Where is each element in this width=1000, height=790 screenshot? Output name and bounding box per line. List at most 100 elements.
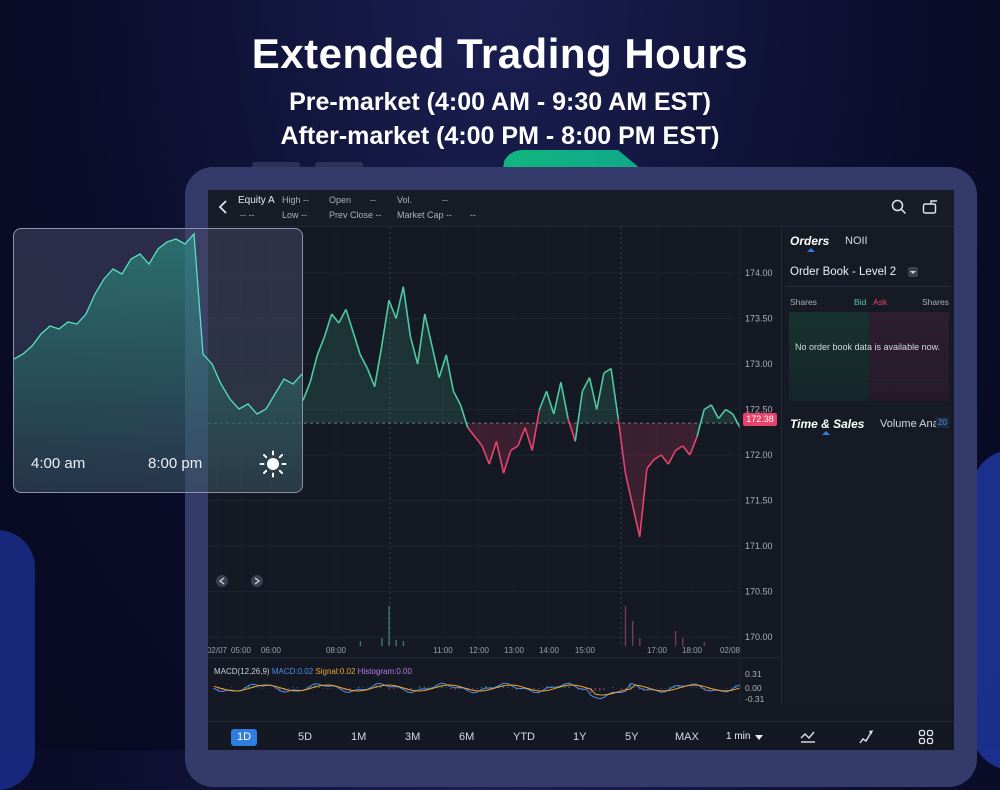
interval-select[interactable]: 1 min <box>726 731 751 742</box>
price-chart-svg: 174.00 173.50 173.00 172.50 172.00 171.50 171.… <box>208 227 780 705</box>
start-time-label: 4:00 am <box>31 455 86 472</box>
price-chart[interactable]: 174.00 173.50 173.00 172.50 172.00 171.50 171.… <box>208 227 780 705</box>
price-line-segment <box>467 427 476 438</box>
price-line-segment <box>395 286 405 319</box>
price-line-segment <box>366 368 376 388</box>
range-button-3m[interactable]: 3M <box>405 731 421 743</box>
price-line-segment <box>481 445 491 465</box>
price-line-segment <box>402 286 412 337</box>
price-line-segment <box>595 372 605 410</box>
range-button-1d[interactable]: 1D <box>231 729 258 746</box>
time-tick-label: 14:00 <box>539 646 560 655</box>
macd-legend: MACD(12,26,9) MACD:0.02 Signal:0.02 Hist… <box>214 667 412 676</box>
time-tick-label: 18:00 <box>682 646 703 655</box>
price-line-segment <box>581 377 591 392</box>
volume-bar <box>631 621 634 646</box>
range-toolbar: 1D 5D 1M 3M 6M YTD 1Y 5Y MAX 1 min <box>208 721 954 750</box>
high-label: High -- <box>282 195 310 205</box>
orders-panel: Orders NOII Order Book - Level 2 Shares … <box>781 227 954 705</box>
range-button-ytd[interactable]: YTD <box>513 731 535 743</box>
price-line-segment <box>696 409 705 438</box>
price-line-segment <box>631 504 641 538</box>
drawing-tool-icon[interactable] <box>858 729 874 745</box>
price-line-segment <box>459 404 469 428</box>
price-line-segment <box>381 300 390 346</box>
range-button-1m[interactable]: 1M <box>351 731 367 743</box>
volume-value: -- <box>442 195 448 205</box>
time-tick-label: 13:00 <box>504 646 525 655</box>
price-line-segment <box>474 436 483 447</box>
time-tick-label: 15:00 <box>575 646 596 655</box>
price-line-segment <box>373 345 383 387</box>
price-line-segment <box>388 300 397 319</box>
price-line-segment <box>316 336 326 356</box>
tab-orders[interactable]: Orders <box>790 234 830 248</box>
market-cap-label: Market Cap -- <box>397 210 453 220</box>
price-line-segment <box>703 404 712 411</box>
price-line-segment <box>617 418 627 474</box>
tab-noii[interactable]: NOII <box>845 235 868 247</box>
price-line-segment <box>302 381 311 401</box>
price-line-segment <box>431 345 440 378</box>
price-line-segment <box>717 409 727 420</box>
range-button-max[interactable]: MAX <box>675 731 699 743</box>
time-tick-label: 05:00 <box>231 646 252 655</box>
price-line-segment <box>488 441 498 465</box>
search-icon[interactable] <box>891 199 907 215</box>
price-line-segment <box>646 459 655 470</box>
orderbook-title[interactable]: Order Book - Level 2 <box>790 266 897 278</box>
signal-value: Signal:0.02 <box>315 667 356 676</box>
market-cap-value: -- <box>470 210 476 220</box>
symbol-name[interactable]: Equity A <box>238 195 275 206</box>
price-line-segment <box>653 454 662 461</box>
col-ask: Ask <box>873 297 888 307</box>
caret-down-icon[interactable] <box>755 735 763 740</box>
price-line-segment <box>567 418 576 442</box>
indicators-icon[interactable] <box>800 729 816 745</box>
time-tick-label: 17:00 <box>647 646 668 655</box>
price-line-segment <box>452 390 462 406</box>
scroll-right-button[interactable] <box>251 575 263 587</box>
scroll-left-button[interactable] <box>216 575 228 587</box>
price-line-segment <box>309 354 319 383</box>
price-line-segment <box>552 382 562 415</box>
volume-bar <box>381 638 383 646</box>
price-line-segment <box>560 382 569 419</box>
macd-tick-label: -0.31 <box>745 694 765 704</box>
price-line-segment <box>359 354 369 369</box>
price-line-segment <box>588 377 598 410</box>
price-line-segment <box>624 473 634 506</box>
price-line-segment <box>574 391 584 442</box>
volume-bar <box>395 640 397 646</box>
active-tab-indicator <box>822 431 830 435</box>
range-button-6m[interactable]: 6M <box>459 731 475 743</box>
price-tick-label: 172.00 <box>745 450 773 460</box>
time-tick-label: 12:00 <box>469 646 490 655</box>
range-button-5d[interactable]: 5D <box>298 731 313 743</box>
histogram-value: Histogram:0.00 <box>357 667 412 676</box>
price-line-segment <box>660 454 669 465</box>
price-tick-label: 173.50 <box>745 314 773 324</box>
tab-volume-analysis[interactable]: Volume Ana <box>880 418 939 430</box>
range-button-5y[interactable]: 5Y <box>625 731 639 743</box>
back-icon[interactable] <box>218 200 228 214</box>
price-tick-label: 171.50 <box>745 496 773 506</box>
layout-grid-icon[interactable] <box>918 729 934 745</box>
app-screen: Equity A -- -- High -- Low -- Open -- Pr… <box>208 190 954 750</box>
tab-time-sales[interactable]: Time & Sales <box>790 417 865 431</box>
price-line-segment <box>510 445 519 452</box>
end-time-label: 8:00 pm <box>148 455 203 472</box>
price-line-segment <box>675 445 684 452</box>
price-line-segment <box>732 413 741 429</box>
open-label: Open <box>329 195 352 205</box>
share-icon[interactable] <box>922 199 938 215</box>
volume-label: Vol. <box>397 195 413 205</box>
orderbook-empty-message: No order book data is available now. <box>795 342 941 352</box>
price-line-segment <box>682 445 691 456</box>
price-line-segment <box>689 436 698 456</box>
orderbook-dropdown[interactable] <box>908 267 918 277</box>
range-button-1y[interactable]: 1Y <box>573 731 587 743</box>
chevron-down-icon <box>910 271 916 274</box>
extended-hours-sparkline <box>14 232 302 492</box>
last-price-label: 172.38 <box>743 413 777 427</box>
